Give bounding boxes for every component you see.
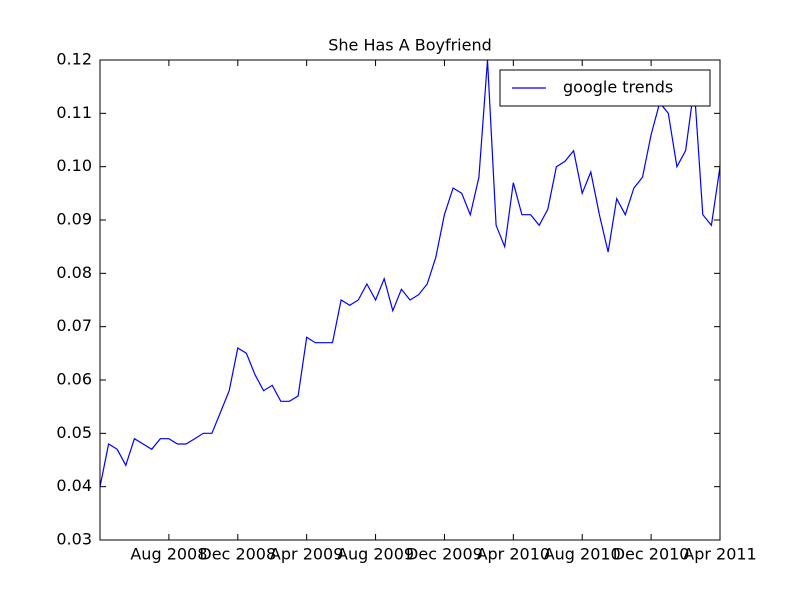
y-tick-label: 0.06: [56, 370, 92, 389]
line-series: [99, 59, 721, 487]
y-tick-label: 0.10: [56, 156, 92, 175]
y-tick-label: 0.11: [56, 103, 92, 122]
y-tick-label: 0.05: [56, 423, 92, 442]
y-tick-label: 0.03: [56, 530, 92, 549]
x-tick-label: Aug 2009: [337, 545, 414, 564]
chart-title: She Has A Boyfriend: [328, 36, 492, 55]
x-tick-label: Aug 2008: [130, 545, 207, 564]
x-tick-label: Apr 2010: [477, 545, 550, 564]
x-tick-label: Apr 2009: [270, 545, 343, 564]
y-tick-label: 0.04: [56, 476, 92, 495]
x-tick-label: Dec 2010: [613, 545, 690, 564]
y-tick-label: 0.07: [56, 316, 92, 335]
plot-frame: [99, 59, 721, 541]
y-tick-label: 0.08: [56, 263, 92, 282]
legend-label: google trends: [563, 78, 673, 97]
x-tick-label: Apr 2011: [683, 545, 756, 564]
y-tick-label: 0.12: [56, 50, 92, 69]
x-tick-label: Dec 2009: [406, 545, 483, 564]
y-tick-label: 0.09: [56, 210, 92, 229]
x-tick-label: Dec 2008: [199, 545, 276, 564]
x-tick-label: Aug 2010: [544, 545, 621, 564]
